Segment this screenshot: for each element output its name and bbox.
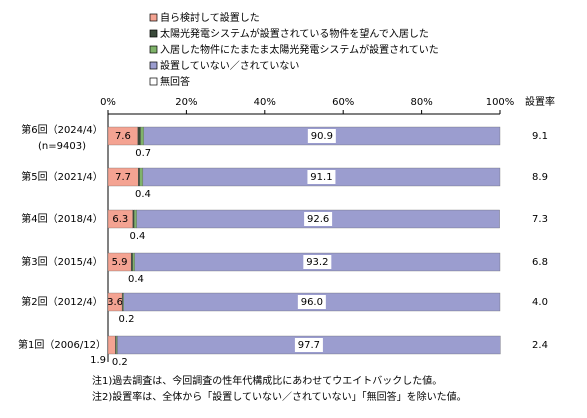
data-label: 6.3 [112, 214, 128, 225]
category-label: 第1回（2006/12） [18, 338, 106, 351]
note: 注1)過去調査は、今回調査の性年代構成比にあわせてウエイトバックした値。 [92, 374, 442, 387]
data-label: 92.6 [307, 214, 329, 225]
x-tick-label: 20% [175, 97, 197, 108]
category-label: 第3回（2015/4） [21, 255, 103, 268]
legend-swatch [149, 29, 158, 38]
label-box [307, 129, 336, 143]
bar-segment [139, 167, 144, 187]
x-tick-label: 0% [100, 97, 116, 108]
label-box [303, 255, 332, 269]
x-tick-label: 40% [254, 97, 276, 108]
x-tick-label: 100% [486, 97, 515, 108]
category-label: 第6回（2024/4） [21, 123, 103, 136]
rate-header: 設置率 [525, 95, 555, 108]
bar-segment [134, 209, 137, 229]
legend-label: 太陽光発電システムが設置されている物件を望んで入居した [160, 27, 429, 40]
rate-label: 4.0 [532, 297, 548, 308]
bar-segment [116, 335, 118, 355]
data-label: 0.2 [119, 314, 135, 325]
data-label: 0.4 [135, 189, 151, 200]
data-label: 0.7 [135, 148, 151, 159]
rate-label: 7.3 [532, 214, 548, 225]
legend-label: 自ら検討して設置した [160, 11, 260, 24]
data-label: 7.6 [115, 131, 131, 142]
rate-label: 2.4 [532, 340, 548, 351]
data-label: 96.0 [301, 297, 323, 308]
data-label: 97.7 [298, 340, 320, 351]
rate-label: 8.9 [532, 172, 548, 183]
bar-segment [132, 252, 135, 272]
x-tick-label: 60% [332, 97, 354, 108]
data-label: 0.4 [130, 231, 146, 242]
bar-segment [137, 126, 141, 146]
data-label: 1.9 [90, 355, 106, 366]
legend-label: 入居した物件にたまたま太陽光発電システムが設置されていた [160, 43, 439, 56]
rate-label: 6.8 [532, 257, 548, 268]
category-label: 第5回（2021/4） [21, 170, 103, 183]
legend-swatch [149, 45, 158, 54]
data-label: 5.9 [112, 257, 128, 268]
label-box [304, 212, 333, 226]
x-tick-label: 80% [410, 97, 432, 108]
data-label: 0.2 [112, 357, 128, 368]
legend-label: 無回答 [160, 75, 190, 88]
category-label: 第2回（2012/4） [21, 295, 103, 308]
data-label: 3.6 [107, 297, 123, 308]
n-label: (n=9403) [38, 141, 86, 152]
label-box [294, 338, 323, 352]
label-box [307, 170, 336, 184]
note: 注2)設置率は、全体から「設置していない／されていない」「無回答」を除いた値。 [92, 390, 467, 403]
legend-swatch [149, 61, 158, 70]
bar-segment [107, 335, 116, 355]
category-label: 第4回（2018/4） [21, 212, 103, 225]
data-label: 90.9 [311, 131, 333, 142]
legend-swatch [149, 77, 158, 86]
label-box [297, 295, 326, 309]
bar-segment [140, 126, 144, 146]
legend-swatch [149, 13, 158, 22]
bar-segment [132, 209, 135, 229]
data-label: 91.1 [310, 172, 332, 183]
legend-label: 設置していない／されていない [160, 59, 299, 72]
data-label: 7.7 [115, 172, 131, 183]
data-label: 93.2 [306, 257, 328, 268]
bar-segment [138, 167, 140, 187]
rate-label: 9.1 [532, 131, 548, 142]
bar-segment [130, 252, 133, 272]
data-label: 0.4 [128, 274, 144, 285]
